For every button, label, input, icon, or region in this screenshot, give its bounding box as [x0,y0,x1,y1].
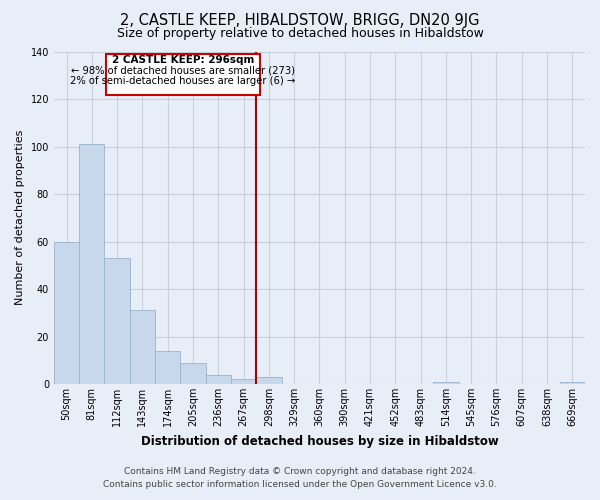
X-axis label: Distribution of detached houses by size in Hibaldstow: Distribution of detached houses by size … [140,434,499,448]
Bar [79,144,104,384]
Bar [433,382,458,384]
Bar [231,380,256,384]
Text: 2, CASTLE KEEP, HIBALDSTOW, BRIGG, DN20 9JG: 2, CASTLE KEEP, HIBALDSTOW, BRIGG, DN20 … [120,12,480,28]
Bar [181,362,206,384]
Bar [155,351,181,384]
Bar [54,242,79,384]
Bar [104,258,130,384]
Bar [130,310,155,384]
Text: Size of property relative to detached houses in Hibaldstow: Size of property relative to detached ho… [116,28,484,40]
Text: 2 CASTLE KEEP: 296sqm: 2 CASTLE KEEP: 296sqm [112,55,254,65]
Text: ← 98% of detached houses are smaller (273): ← 98% of detached houses are smaller (27… [71,66,295,76]
Text: 2% of semi-detached houses are larger (6) →: 2% of semi-detached houses are larger (6… [70,76,296,86]
Bar [206,374,231,384]
Y-axis label: Number of detached properties: Number of detached properties [15,130,25,306]
Text: Contains HM Land Registry data © Crown copyright and database right 2024.
Contai: Contains HM Land Registry data © Crown c… [103,468,497,489]
Bar [256,377,281,384]
FancyBboxPatch shape [106,54,260,96]
Bar [560,382,585,384]
